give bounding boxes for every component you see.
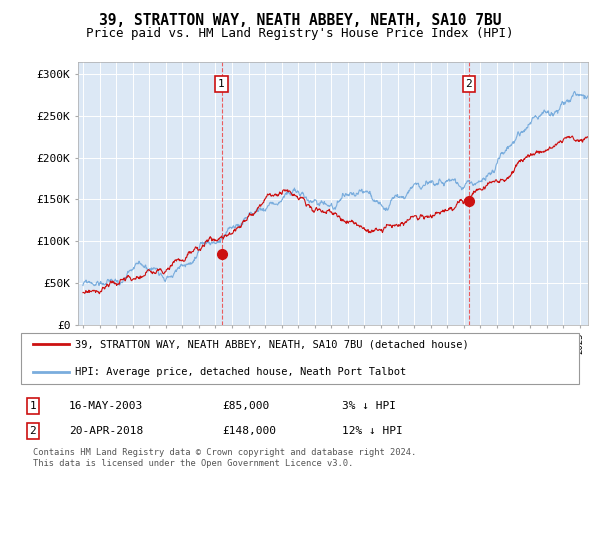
Text: 12% ↓ HPI: 12% ↓ HPI — [342, 426, 403, 436]
Text: £148,000: £148,000 — [222, 426, 276, 436]
Text: 3% ↓ HPI: 3% ↓ HPI — [342, 401, 396, 411]
Text: 2: 2 — [466, 79, 472, 89]
Text: HPI: Average price, detached house, Neath Port Talbot: HPI: Average price, detached house, Neat… — [75, 367, 406, 377]
Text: 1: 1 — [29, 401, 37, 411]
Text: Contains HM Land Registry data © Crown copyright and database right 2024.: Contains HM Land Registry data © Crown c… — [33, 448, 416, 457]
Text: 39, STRATTON WAY, NEATH ABBEY, NEATH, SA10 7BU (detached house): 39, STRATTON WAY, NEATH ABBEY, NEATH, SA… — [75, 339, 469, 349]
Text: 39, STRATTON WAY, NEATH ABBEY, NEATH, SA10 7BU: 39, STRATTON WAY, NEATH ABBEY, NEATH, SA… — [99, 13, 501, 28]
Text: 16-MAY-2003: 16-MAY-2003 — [69, 401, 143, 411]
Text: £85,000: £85,000 — [222, 401, 269, 411]
Text: This data is licensed under the Open Government Licence v3.0.: This data is licensed under the Open Gov… — [33, 459, 353, 468]
Text: 1: 1 — [218, 79, 225, 89]
Text: 20-APR-2018: 20-APR-2018 — [69, 426, 143, 436]
Text: Price paid vs. HM Land Registry's House Price Index (HPI): Price paid vs. HM Land Registry's House … — [86, 27, 514, 40]
Text: 2: 2 — [29, 426, 37, 436]
